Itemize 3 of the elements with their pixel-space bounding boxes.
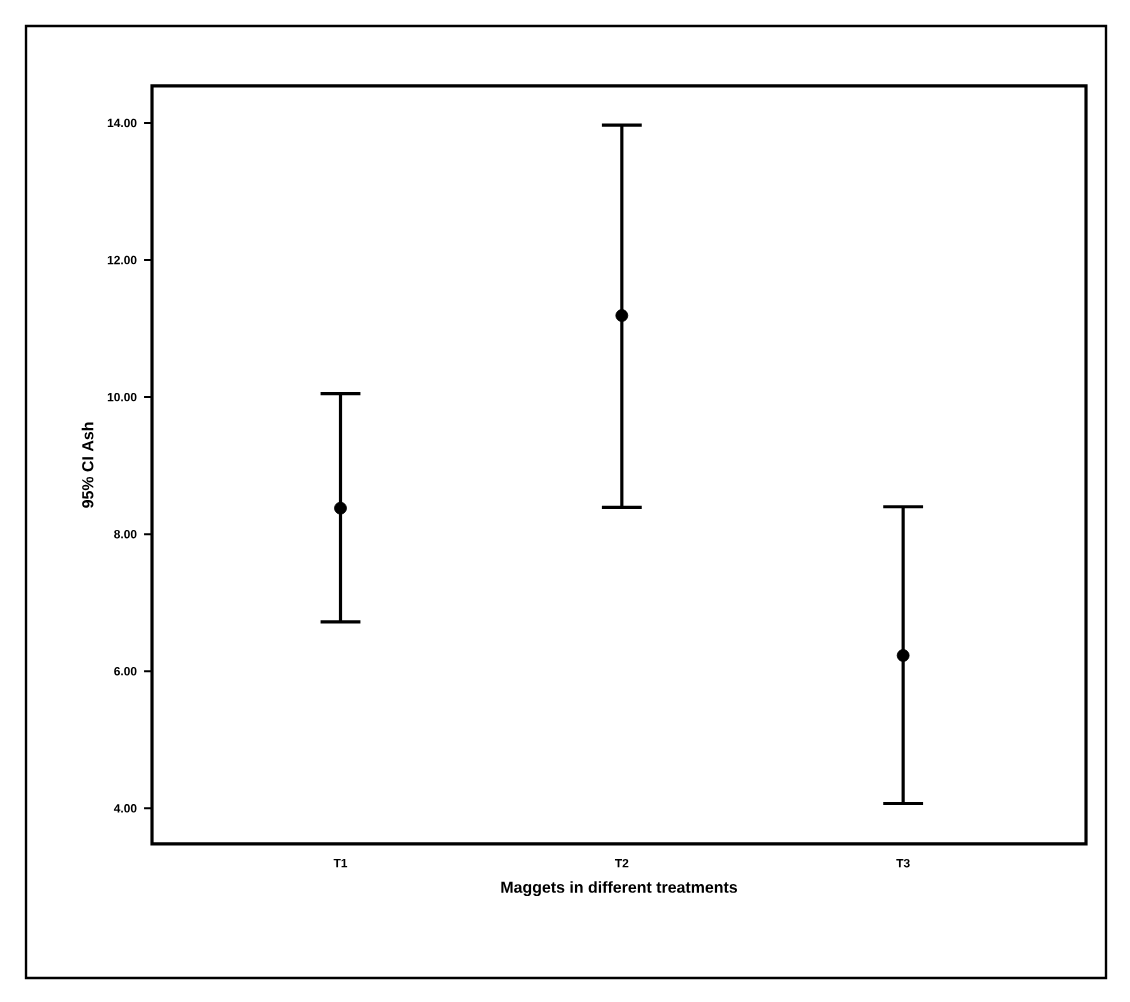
point [334, 501, 347, 515]
point [615, 309, 629, 322]
point [896, 649, 910, 662]
